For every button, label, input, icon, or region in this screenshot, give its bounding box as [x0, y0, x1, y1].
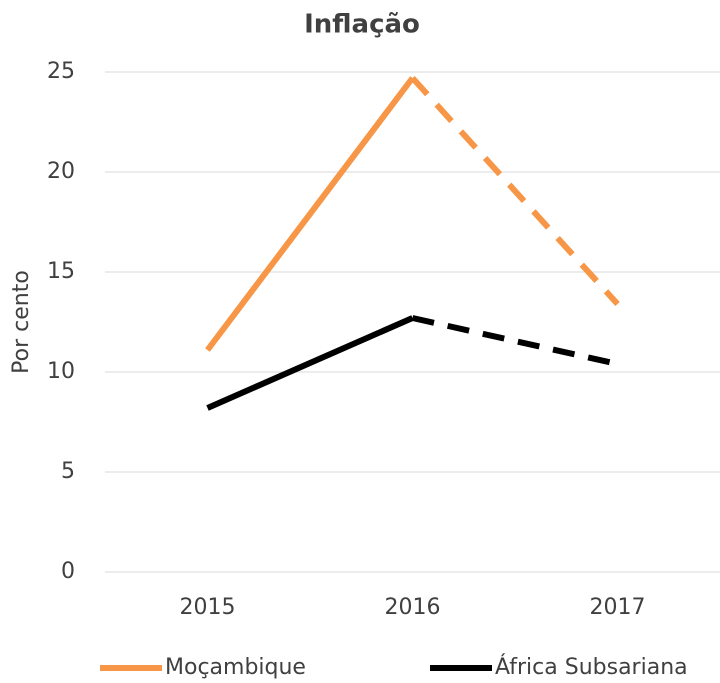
y-tick-label: 0 [61, 559, 75, 584]
y-tick-label: 15 [47, 259, 75, 284]
series-line-projection [411, 315, 619, 367]
y-tick-label: 5 [61, 459, 75, 484]
chart-title: Inflação [304, 10, 420, 40]
x-tick-label: 2015 [180, 595, 236, 620]
y-tick-label: 10 [47, 359, 75, 384]
y-tick-label: 25 [47, 59, 75, 84]
legend-label: África Subsariana [495, 654, 688, 680]
legend-label: Moçambique [165, 655, 306, 680]
series-line [206, 315, 414, 411]
series-line-projection [410, 75, 620, 307]
series-line [205, 76, 415, 352]
y-tick-label: 20 [47, 159, 75, 184]
x-tick-label: 2016 [385, 595, 441, 620]
y-axis-label: Por cento [9, 270, 34, 374]
x-tick-label: 2017 [590, 595, 646, 620]
